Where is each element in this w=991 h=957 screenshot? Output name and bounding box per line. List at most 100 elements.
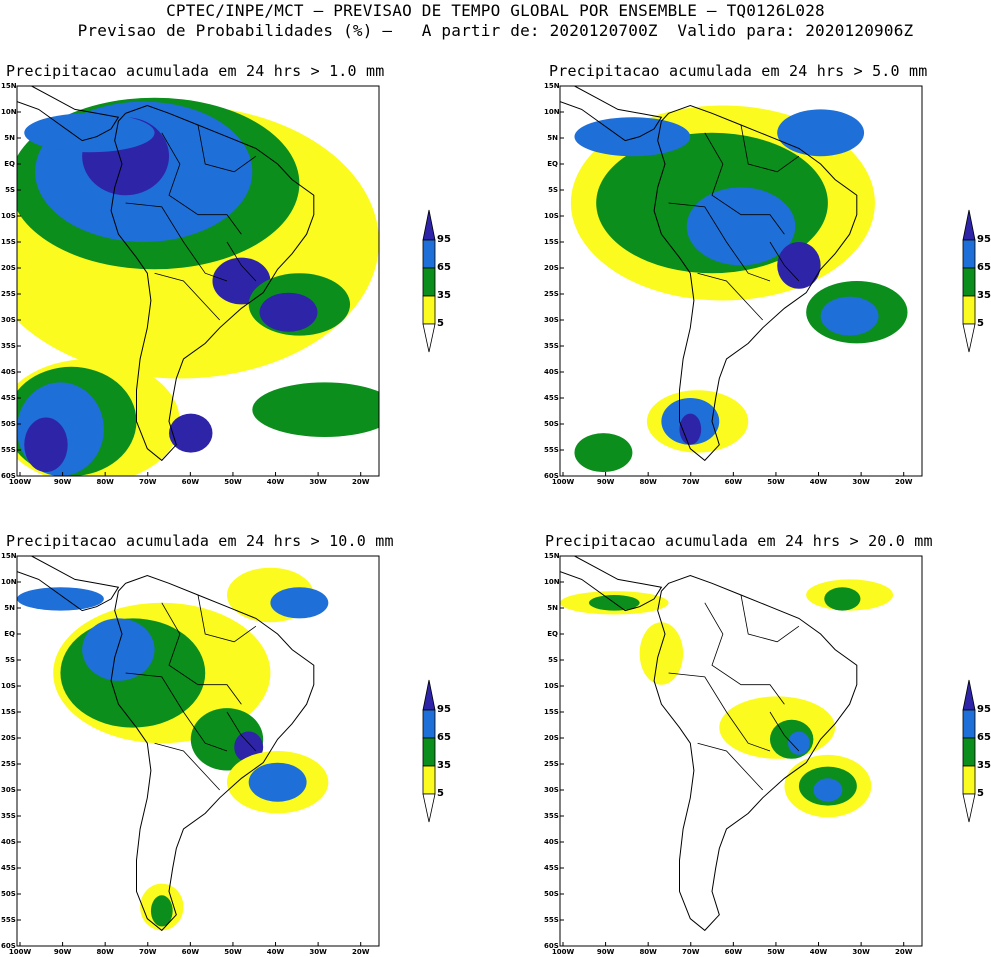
legend-swatch-65 bbox=[422, 239, 436, 269]
panel-title: Precipitacao acumulada em 24 hrs > 1.0 m… bbox=[6, 62, 385, 80]
longitude-label: 60W bbox=[724, 948, 743, 956]
latitude-label: 60S bbox=[1, 942, 16, 950]
probability-contour-c35 bbox=[150, 895, 173, 927]
legend-label: 95 bbox=[977, 234, 991, 245]
legend-swatch-65 bbox=[962, 709, 976, 739]
latitude-label: 45S bbox=[1, 394, 16, 402]
longitude-label: 20W bbox=[351, 478, 370, 486]
country-border bbox=[668, 672, 771, 752]
country-border bbox=[697, 742, 763, 791]
probability-contour-c65 bbox=[24, 113, 155, 153]
latitude-label: 55S bbox=[1, 446, 16, 454]
legend-label: 65 bbox=[437, 732, 451, 743]
south-america-coastline bbox=[653, 574, 858, 932]
latitude-label: 30S bbox=[1, 786, 16, 794]
legend-label: 65 bbox=[437, 262, 451, 273]
probability-contour-c65 bbox=[248, 762, 307, 802]
color-legend bbox=[962, 209, 976, 353]
longitude-label: 60W bbox=[724, 478, 743, 486]
probability-contour-c95 bbox=[24, 417, 68, 473]
panel-title: Precipitacao acumulada em 24 hrs > 10.0 … bbox=[6, 532, 394, 550]
longitude-label: 80W bbox=[96, 948, 114, 956]
legend-swatch-95 bbox=[422, 209, 436, 241]
country-border bbox=[769, 711, 800, 752]
latitude-label: 5N bbox=[4, 604, 15, 612]
longitude-label: 50W bbox=[767, 948, 785, 956]
longitude-label: 90W bbox=[596, 478, 615, 486]
latitude-label: 45S bbox=[544, 394, 559, 402]
longitude-label: 80W bbox=[96, 478, 114, 486]
legend-swatch-below-5 bbox=[422, 793, 436, 823]
latitude-label: 5N bbox=[4, 134, 15, 142]
latitude-label: 25S bbox=[544, 290, 559, 298]
central-america-coastline bbox=[560, 556, 663, 612]
longitude-label: 70W bbox=[682, 478, 700, 486]
map-svg bbox=[559, 85, 976, 477]
country-border bbox=[226, 711, 257, 752]
country-border bbox=[668, 202, 771, 282]
map-panel-1mm: Precipitacao acumulada em 24 hrs > 1.0 m… bbox=[0, 60, 480, 490]
latitude-label: 25S bbox=[1, 290, 16, 298]
legend-label: 35 bbox=[977, 290, 991, 301]
map-frame bbox=[559, 555, 923, 947]
latitude-label: 40S bbox=[1, 368, 16, 376]
map-frame bbox=[16, 555, 380, 947]
longitude-label: 20W bbox=[894, 478, 913, 486]
longitude-label: 30W bbox=[852, 478, 870, 486]
figure-title-line1: CPTEC/INPE/MCT – PREVISAO DE TEMPO GLOBA… bbox=[166, 1, 825, 20]
legend-swatch-65 bbox=[422, 709, 436, 739]
latitude-label: 5N bbox=[547, 604, 558, 612]
latitude-label: 10S bbox=[544, 682, 559, 690]
latitude-label: 15S bbox=[544, 708, 559, 716]
probability-contour-c35 bbox=[574, 433, 633, 473]
latitude-label: 20S bbox=[544, 264, 559, 272]
latitude-label: 50S bbox=[1, 890, 16, 898]
probability-contour-c65 bbox=[686, 187, 796, 266]
legend-label: 5 bbox=[977, 318, 984, 329]
country-border bbox=[226, 241, 257, 282]
country-border bbox=[197, 124, 257, 173]
latitude-label: 15S bbox=[1, 238, 16, 246]
country-border bbox=[197, 594, 257, 643]
latitude-label: 15N bbox=[544, 552, 560, 560]
longitude-label: 30W bbox=[309, 948, 327, 956]
latitude-label: 5N bbox=[547, 134, 558, 142]
legend-label: 5 bbox=[437, 318, 444, 329]
legend-label: 35 bbox=[437, 290, 451, 301]
probability-contour-c35 bbox=[252, 382, 379, 437]
color-legend bbox=[422, 209, 436, 353]
longitude-label: 20W bbox=[894, 948, 913, 956]
country-border bbox=[125, 672, 228, 752]
longitude-label: 100W bbox=[551, 478, 575, 486]
latitude-label: 5S bbox=[5, 186, 15, 194]
legend-label: 95 bbox=[437, 234, 451, 245]
latitude-label: 15N bbox=[1, 82, 17, 90]
longitude-label: 100W bbox=[551, 948, 575, 956]
latitude-label: 10N bbox=[544, 108, 560, 116]
longitude-label: 40W bbox=[266, 948, 285, 956]
legend-swatch-5 bbox=[422, 765, 436, 795]
latitude-label: 60S bbox=[1, 472, 16, 480]
probability-contour-c95 bbox=[777, 242, 821, 289]
latitude-label: 40S bbox=[544, 368, 559, 376]
latitude-label: 55S bbox=[1, 916, 16, 924]
probability-contour-c95 bbox=[259, 292, 318, 332]
latitude-label: 50S bbox=[1, 420, 16, 428]
figure-title-line2: Previsao de Probabilidades (%) – A parti… bbox=[77, 21, 914, 40]
central-america-coastline bbox=[17, 556, 120, 612]
longitude-label: 40W bbox=[266, 478, 285, 486]
legend-label: 5 bbox=[437, 788, 444, 799]
country-border bbox=[161, 602, 242, 705]
legend-swatch-35 bbox=[962, 737, 976, 767]
latitude-label: 25S bbox=[544, 760, 559, 768]
latitude-label: 60S bbox=[544, 942, 559, 950]
map-panel-10mm: Precipitacao acumulada em 24 hrs > 10.0 … bbox=[0, 530, 480, 957]
latitude-label: 35S bbox=[1, 812, 16, 820]
probability-contour-c65 bbox=[820, 296, 879, 336]
latitude-label: 15S bbox=[544, 238, 559, 246]
probability-contour-c35 bbox=[824, 587, 861, 611]
country-border bbox=[704, 602, 785, 705]
legend-swatch-35 bbox=[422, 267, 436, 297]
longitude-label: 30W bbox=[852, 948, 870, 956]
latitude-label: 35S bbox=[544, 812, 559, 820]
